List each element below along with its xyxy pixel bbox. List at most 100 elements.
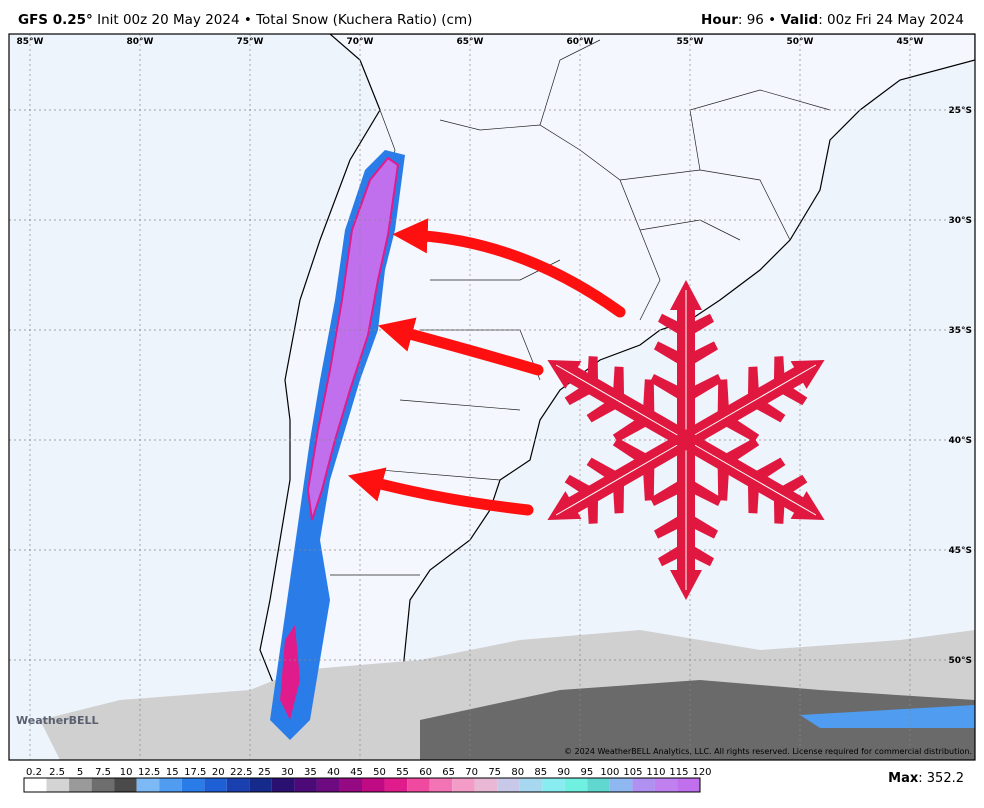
copyright: © 2024 WeatherBELL Analytics, LLC. All r… [564, 747, 972, 756]
valid-label: Valid [780, 12, 819, 28]
lon-label: 65°W [457, 37, 484, 47]
flake-vein [555, 444, 678, 516]
legend: 0.2 2.5 5 7.5 10 12.5 15 17.5 20 22.5 25 30 35 40 45 50… [23, 767, 712, 793]
flake-branch [717, 379, 760, 443]
legend-swatch [542, 778, 565, 792]
legend-swatch [136, 778, 160, 792]
legend-swatch [181, 778, 205, 792]
lon-label: 55°W [677, 37, 704, 47]
arrow [347, 467, 534, 516]
legend-swatch [24, 778, 47, 792]
lat-label: 30°S [948, 216, 972, 226]
legend-swatch [204, 778, 227, 792]
snow-core [306, 156, 400, 521]
legend-swatch [46, 778, 70, 792]
lat-label: 35°S [948, 326, 972, 336]
legend-swatch [497, 778, 520, 792]
legend-swatch [474, 778, 498, 792]
legend-swatch [69, 778, 92, 792]
snow-core-south [280, 625, 300, 720]
legend-tick: 25 [258, 767, 271, 778]
graticule [9, 34, 975, 760]
legend-tick: 30 [281, 767, 294, 778]
snow-south-heavy [420, 680, 975, 760]
legend-swatch [654, 778, 678, 792]
snowflake [547, 280, 825, 600]
legend-tick: 110 [646, 767, 665, 778]
legend-swatch [294, 778, 317, 792]
legend-tick: 50 [373, 767, 386, 778]
flake-branch [586, 457, 625, 514]
legend-tick: 85 [534, 767, 547, 778]
legend-tick: 7.5 [95, 767, 111, 778]
hour-label: Hour [701, 12, 738, 28]
flake-branch [586, 366, 625, 423]
legend-swatch [429, 778, 453, 792]
lon-label: 70°W [347, 37, 374, 47]
flake-branch [564, 356, 599, 406]
legend-swatch [339, 778, 362, 792]
flake-arm [547, 432, 691, 524]
lon-label: 85°W [17, 37, 44, 47]
arrow [392, 218, 626, 318]
flake-tip [547, 360, 582, 389]
legend-border [23, 777, 701, 793]
flake-branch [747, 457, 786, 514]
flake-branch [612, 437, 655, 501]
header-left: GFS 0.25° Init 00z 20 May 2024 • Total S… [18, 12, 472, 28]
header-right: Hour: 96 • Valid: 00z Fri 24 May 2024 [701, 12, 964, 28]
legend-swatch [407, 778, 430, 792]
flake-vein [694, 444, 817, 516]
legend-swatch [249, 778, 272, 792]
flake-arm [547, 356, 691, 448]
map-body [9, 34, 975, 760]
legend-swatch [632, 778, 655, 792]
flake-arm [650, 440, 722, 600]
legend-tick: 95 [580, 767, 593, 778]
legend-swatch [159, 778, 182, 792]
lat-label: 50°S [948, 656, 972, 666]
lon-label: 60°W [567, 37, 594, 47]
flake-tip [790, 491, 825, 520]
legend-tick: 105 [623, 767, 642, 778]
flake-tip [790, 360, 825, 389]
legend-tick: 40 [327, 767, 340, 778]
flake-arm [650, 280, 722, 440]
flake-branch [654, 341, 718, 365]
legend-swatch [587, 778, 610, 792]
legend-swatch [226, 778, 250, 792]
legend-swatch [609, 778, 633, 792]
flake-arm [681, 356, 825, 448]
valid: : 00z Fri 24 May 2024 [818, 12, 964, 28]
flake-branch [773, 356, 808, 406]
legend-tick: 65 [442, 767, 455, 778]
flake-vein [694, 364, 817, 436]
lat-label: 25°S [948, 106, 972, 116]
flake-arm [681, 432, 825, 524]
legend-tick: 70 [465, 767, 478, 778]
flake-vein [555, 364, 678, 436]
legend-tick: 0.2 [26, 767, 42, 778]
max-value: : 352.2 [918, 771, 964, 786]
flake-branch [654, 515, 718, 539]
legend-swatch [271, 778, 295, 792]
legend-tick: 80 [511, 767, 524, 778]
legend-tick: 90 [557, 767, 570, 778]
arrows [347, 218, 626, 516]
legend-tick: 35 [304, 767, 317, 778]
legend-swatch [519, 778, 543, 792]
legend-tick: 12.5 [138, 767, 160, 778]
legend-tick: 60 [419, 767, 432, 778]
lat-label: 40°S [948, 436, 972, 446]
legend-tick: 15 [166, 767, 179, 778]
legend-tick: 10 [120, 767, 133, 778]
legend-tick: 5 [77, 767, 83, 778]
legend-tick: 55 [396, 767, 409, 778]
legend-tick: 20 [212, 767, 225, 778]
legend-tick: 45 [350, 767, 363, 778]
legend-swatch [677, 778, 700, 792]
legend-swatch [452, 778, 475, 792]
flake-branch [658, 545, 714, 567]
legend-swatch [91, 778, 115, 792]
flake-branch [650, 374, 722, 400]
